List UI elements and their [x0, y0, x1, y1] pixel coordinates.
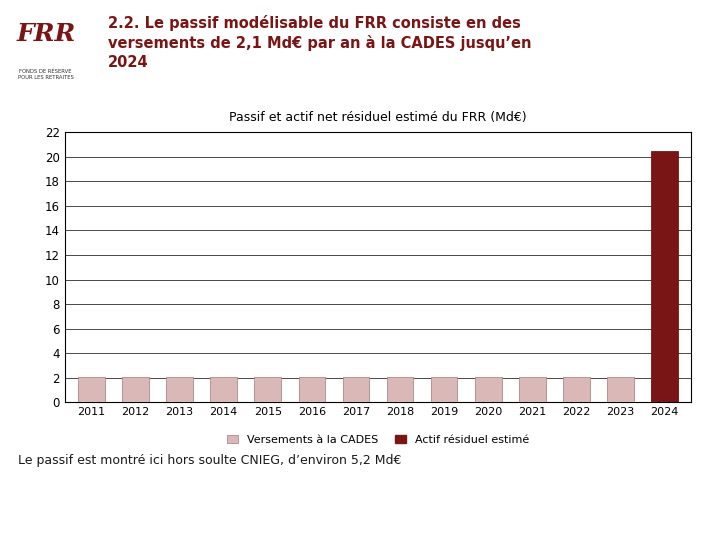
Bar [431, 376, 457, 402]
Text: ■  ■  ■: ■ ■ ■ [644, 509, 673, 515]
Bar [519, 376, 546, 402]
Legend: Versements à la CADES, Actif résiduel estimé: Versements à la CADES, Actif résiduel es… [222, 430, 534, 449]
Text: 8: 8 [683, 510, 693, 524]
Bar [122, 376, 148, 402]
Bar [343, 376, 369, 402]
Bar [608, 376, 634, 402]
Bar [563, 376, 590, 402]
Bar [254, 376, 281, 402]
Bar [387, 376, 413, 402]
Bar [210, 376, 237, 402]
Text: FONDS DE RÉSERVE
POUR LES RETRAITES: FONDS DE RÉSERVE POUR LES RETRAITES [18, 69, 73, 80]
Bar [166, 376, 193, 402]
Bar [652, 151, 678, 402]
Bar [299, 376, 325, 402]
Text: FRR: FRR [16, 22, 76, 46]
Text: 2.2. Le passif modélisable du FRR consiste en des
versements de 2,1 Md€ par an à: 2.2. Le passif modélisable du FRR consis… [108, 15, 531, 70]
Bar [475, 376, 502, 402]
Text: Le passif est montré ici hors soulte CNIEG, d’environ 5,2 Md€: Le passif est montré ici hors soulte CNI… [18, 454, 401, 467]
Title: Passif et actif net résiduel estimé du FRR (Md€): Passif et actif net résiduel estimé du F… [229, 111, 527, 124]
Bar [78, 376, 104, 402]
Bar [652, 376, 678, 402]
